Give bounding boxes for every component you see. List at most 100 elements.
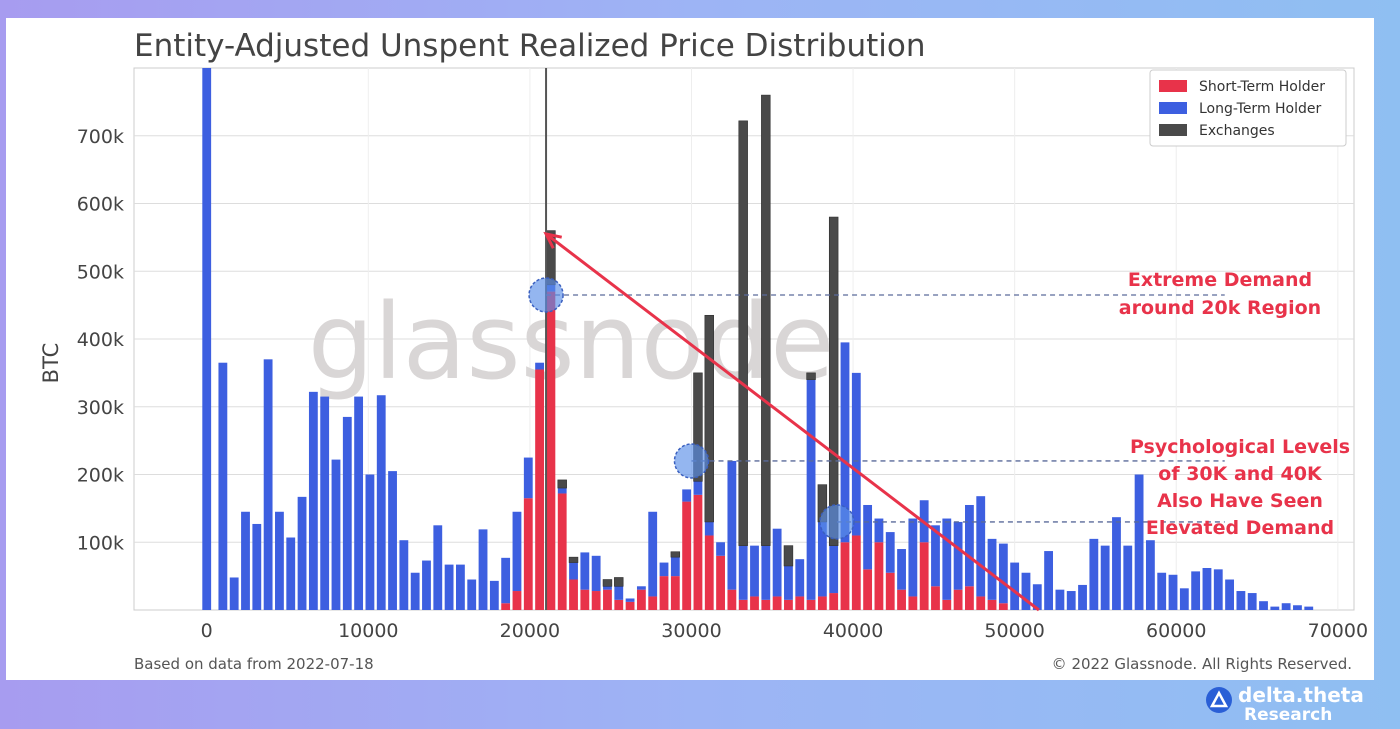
long-term-holder-bar — [965, 504, 974, 587]
brand-name: delta.theta — [1238, 683, 1364, 707]
long-term-holder-bar — [580, 552, 590, 590]
long-term-holder-bar — [772, 528, 782, 597]
long-term-holder-bar — [1032, 584, 1042, 610]
watermark-text: glassnode — [308, 281, 835, 403]
legend-swatch-sth — [1159, 80, 1187, 92]
y-axis-label: BTC — [39, 343, 63, 384]
long-term-holder-bar — [750, 545, 759, 597]
long-term-holder-bar — [376, 395, 386, 610]
long-term-holder-bar — [263, 359, 273, 610]
long-term-holder-bar — [953, 521, 963, 590]
exchanges-bar — [568, 556, 579, 563]
x-tick-label: 20000 — [500, 620, 560, 642]
x-tick-label: 30000 — [661, 620, 721, 642]
annotation-demand-line1: Extreme Demand — [1128, 269, 1312, 291]
long-term-holder-bar — [1078, 584, 1087, 610]
long-term-holder-bar — [308, 391, 318, 610]
annotation-demand-line2: around 20k Region — [1119, 297, 1321, 319]
exchanges-bar — [670, 551, 681, 558]
x-tick-label: 40000 — [823, 620, 883, 642]
arrow — [543, 231, 1040, 612]
long-term-holder-bar — [863, 504, 873, 570]
long-term-holder-bar — [614, 586, 624, 600]
long-term-holder-bar — [444, 564, 454, 610]
short-term-holder-bar — [603, 589, 612, 610]
x-tick-label: 50000 — [984, 620, 1044, 642]
legend-swatch-lth — [1159, 102, 1187, 114]
long-term-holder-bar — [569, 562, 578, 580]
long-term-holder-bar — [829, 545, 839, 594]
long-term-holder-bar — [241, 511, 250, 610]
long-term-holder-bar — [784, 565, 793, 600]
highlight-circle — [673, 443, 710, 479]
short-term-holder-bar — [659, 576, 669, 610]
short-term-holder-bar — [919, 542, 929, 610]
long-term-holder-bar — [1134, 474, 1144, 610]
y-tick-label: 500k — [77, 261, 124, 283]
highlight-circle — [819, 504, 855, 540]
short-term-holder-bar — [885, 572, 895, 610]
long-term-holder-bar — [1225, 579, 1234, 610]
footer-copyright: © 2022 Glassnode. All Rights Reserved. — [1052, 655, 1352, 673]
long-term-holder-bar — [648, 511, 658, 597]
long-term-holder-bar — [636, 586, 646, 590]
footer-source: Based on data from 2022-07-18 — [134, 655, 374, 673]
annotation-psychological-levels: Psychological Levels of 30K and 40K Also… — [1130, 436, 1350, 539]
short-term-holder-bar — [636, 589, 646, 610]
y-tick-label: 300k — [77, 397, 124, 419]
short-term-holder-bar — [874, 542, 884, 610]
short-term-holder-bar — [569, 579, 578, 610]
short-term-holder-bar — [987, 599, 997, 610]
long-term-holder-bar — [297, 496, 307, 610]
long-term-holder-bar — [704, 521, 714, 536]
exchanges-bar — [806, 372, 816, 380]
long-term-holder-bar — [1112, 517, 1121, 610]
long-term-holder-bar — [840, 342, 850, 543]
short-term-holder-bar — [535, 369, 545, 610]
exchanges-bar — [828, 216, 839, 546]
long-term-holder-bar — [501, 557, 511, 604]
short-term-holder-bar — [693, 494, 703, 610]
long-term-holder-bar — [365, 474, 375, 610]
long-term-holder-bar — [1247, 593, 1257, 610]
short-term-holder-bar — [738, 599, 748, 610]
exchanges-bar — [693, 372, 703, 482]
long-term-holder-bar — [795, 559, 805, 597]
long-term-holder-bar — [682, 489, 692, 502]
annotation-psych-line4: Elevated Demand — [1146, 517, 1334, 539]
long-term-holder-bar — [1055, 589, 1065, 610]
short-term-holder-bar — [512, 591, 522, 610]
short-term-holder-bar — [851, 535, 861, 610]
long-term-holder-bar — [806, 379, 816, 600]
long-term-holder-bar — [817, 521, 827, 597]
long-term-holder-bar — [738, 545, 748, 600]
long-term-holder-bar — [1021, 572, 1031, 610]
brand: delta.theta Research — [1200, 683, 1390, 727]
short-term-holder-bar — [648, 596, 658, 610]
short-term-holder-bar — [761, 599, 771, 610]
trend-arrow-line — [545, 232, 1040, 612]
long-term-holder-bar — [1010, 562, 1020, 610]
long-term-holder-bar — [976, 496, 986, 597]
long-term-holder-bar — [1281, 603, 1291, 610]
short-term-holder-bar — [840, 542, 850, 610]
short-term-holder-bar — [772, 596, 782, 610]
y-tick-label: 400k — [77, 329, 124, 351]
long-term-holder-bar — [693, 481, 703, 495]
long-term-holder-bar — [1259, 601, 1268, 610]
exchanges-bar — [557, 479, 567, 489]
short-term-holder-bar — [998, 603, 1008, 610]
long-term-holder-bar — [1179, 588, 1189, 610]
long-term-holder-bar — [874, 518, 884, 543]
short-term-holder-bar — [682, 501, 692, 610]
y-tick-label: 100k — [77, 532, 124, 554]
long-term-holder-bar — [987, 538, 997, 600]
long-term-holder-bar — [252, 523, 262, 610]
short-term-holder-bar — [557, 493, 567, 610]
annotation-extreme-demand: Extreme Demand around 20k Region — [1119, 269, 1321, 319]
short-term-holder-bar — [806, 599, 816, 610]
short-term-holder-bar — [965, 586, 974, 610]
short-term-holder-bar — [795, 596, 805, 610]
short-term-holder-bar — [580, 589, 590, 610]
legend: Short-Term Holder Long-Term Holder Excha… — [1149, 69, 1347, 147]
